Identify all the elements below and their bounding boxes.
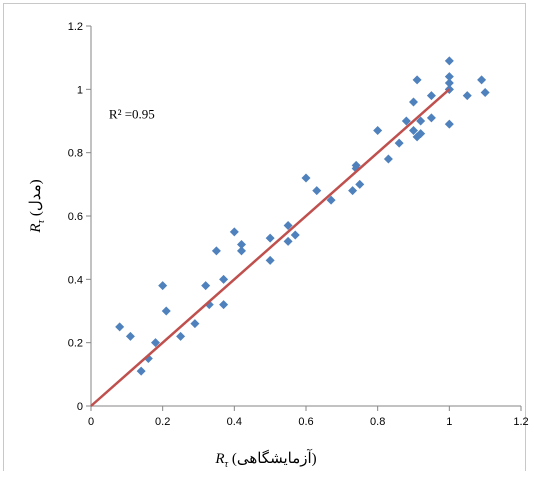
data-point (444, 78, 454, 88)
x-tick-label: 1 (446, 416, 452, 428)
data-point (237, 240, 246, 249)
data-point (355, 179, 365, 189)
data-point (190, 319, 200, 329)
data-point (416, 129, 426, 139)
x-tick-label: 0.2 (155, 416, 170, 428)
y-tick-label: 0 (77, 401, 83, 413)
x-tick-label: 0.8 (370, 416, 385, 428)
data-point (426, 91, 436, 101)
data-point (312, 186, 322, 196)
y-tick-label: 1 (77, 84, 83, 96)
data-point (158, 281, 168, 291)
x-axis-title-text: (آزمایشگاهی) (228, 449, 317, 467)
data-point (161, 306, 171, 316)
data-point (176, 331, 186, 341)
x-axis-ticks: 0 0.2 0.4 0.6 0.8 1 1.2 (88, 406, 529, 428)
y-axis-title-sub: τ (36, 219, 47, 223)
data-point (416, 116, 426, 126)
y-tick-label: 0.4 (68, 274, 83, 286)
data-point (373, 126, 383, 135)
data-point (211, 246, 221, 256)
data-point (229, 227, 239, 237)
x-tick-label: 0 (88, 416, 94, 428)
data-point (290, 230, 300, 240)
y-axis-title-text: (مدل) (28, 179, 44, 220)
fit-line (90, 88, 451, 407)
x-axis-title-var: R (214, 451, 224, 467)
data-point (394, 138, 404, 148)
x-axis-title: Rτ (آزمایشگاهی) (214, 449, 316, 470)
data-point (409, 126, 418, 135)
data-point (151, 338, 160, 348)
data-point (480, 88, 490, 97)
data-point (265, 255, 275, 265)
y-tick-label: 0.8 (68, 148, 83, 160)
data-point (201, 281, 211, 291)
data-point (444, 56, 454, 66)
data-point (326, 195, 336, 205)
data-point (265, 233, 275, 243)
data-point (444, 72, 454, 82)
data-point (348, 186, 358, 196)
x-tick-label: 0.6 (298, 416, 313, 428)
x-tick-label: 1.2 (513, 416, 528, 428)
y-axis-title: Rτ (مدل) (28, 179, 47, 233)
y-axis-title-var: R (28, 223, 44, 233)
r-squared-annotation: R² =0.95 (109, 107, 155, 122)
data-points (115, 56, 490, 376)
data-point (477, 75, 487, 85)
x-axis-title-sub: τ (224, 459, 228, 470)
x-tick-label: 0.4 (227, 416, 242, 428)
y-tick-label: 0.6 (68, 211, 83, 223)
data-point (219, 300, 229, 310)
data-point (283, 236, 293, 246)
data-point (237, 246, 246, 256)
data-point (301, 173, 311, 183)
data-point (283, 221, 293, 230)
data-point (115, 322, 125, 332)
y-tick-label: 0.2 (68, 338, 83, 350)
data-point (383, 154, 393, 164)
data-point (136, 366, 146, 376)
data-point (125, 331, 135, 341)
data-point (444, 119, 454, 129)
data-point (462, 91, 472, 101)
data-point (426, 113, 436, 123)
data-point (409, 97, 418, 107)
data-point (412, 75, 422, 85)
data-point (401, 116, 411, 126)
chart-frame (3, 3, 526, 471)
y-tick-label: 1.2 (68, 21, 83, 33)
y-axis-ticks: 0 0.2 0.4 0.6 0.8 1 1.2 (68, 21, 91, 413)
data-point (219, 274, 229, 284)
